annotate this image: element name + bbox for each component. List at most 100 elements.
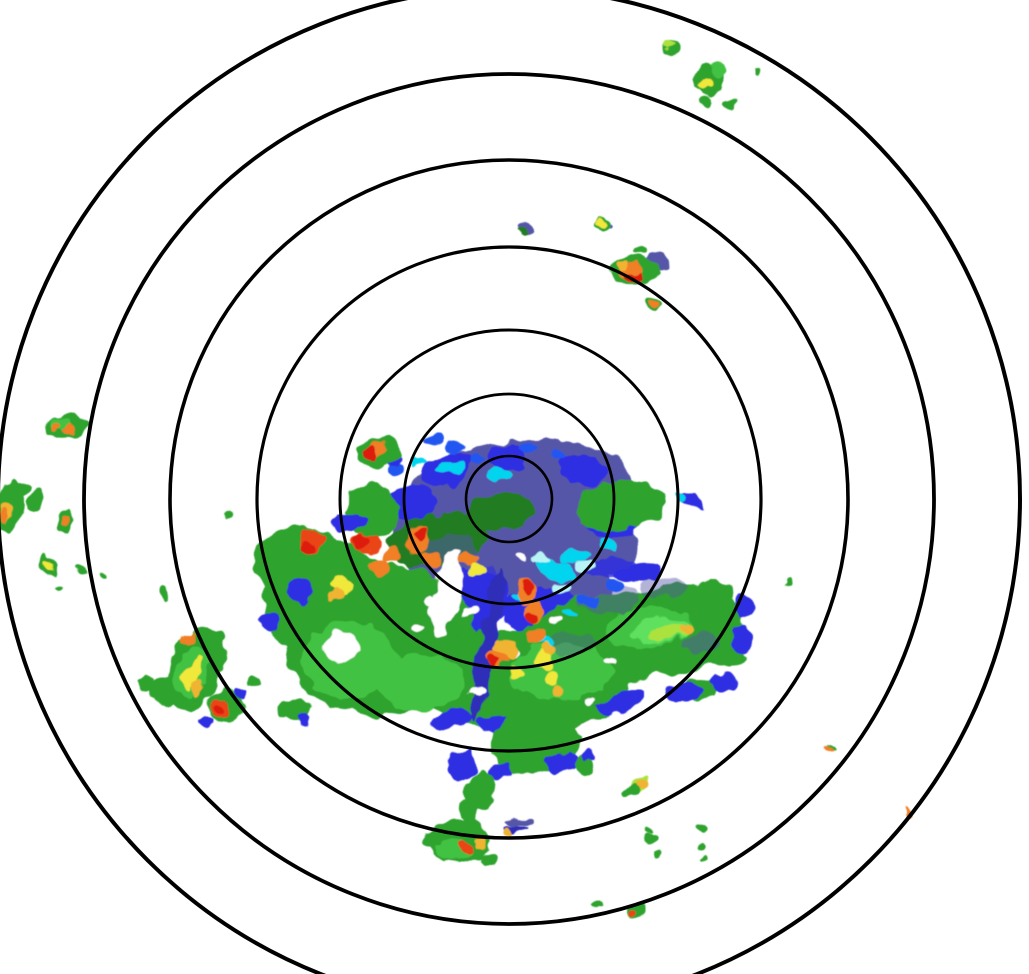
echo-blob (591, 900, 605, 910)
echo-blob (389, 464, 407, 476)
echo-blob (682, 632, 718, 654)
echo-blob (582, 752, 598, 762)
echo-blob (54, 584, 62, 590)
echo-blob (553, 450, 567, 460)
echo-blob (0, 512, 8, 522)
echo-blob (297, 712, 313, 724)
echo-blob (586, 698, 598, 706)
echo-blob (786, 579, 792, 585)
range-ring (168, 158, 850, 840)
echo-blob (328, 588, 344, 600)
echo-blob (731, 627, 753, 653)
echo-blob (580, 585, 640, 615)
echo-blob (367, 558, 389, 576)
echo-blob (543, 643, 555, 655)
echo-blob (464, 770, 496, 810)
echo-blob (535, 557, 575, 583)
echo-blob (461, 551, 479, 565)
echo-blob (596, 216, 608, 226)
range-ring (402, 392, 616, 606)
echo-blob (490, 658, 498, 666)
echo-blob (459, 841, 473, 853)
echo-blob (261, 610, 279, 630)
echo-blob (508, 644, 612, 700)
echo-blob (560, 550, 586, 564)
echo-blob (459, 799, 477, 825)
echo-blob (707, 674, 737, 690)
echo-blob (576, 722, 620, 736)
echo-blob (616, 562, 664, 582)
echo-blob (332, 514, 368, 530)
echo-blob (624, 783, 640, 795)
echo-blob (321, 631, 359, 661)
echo-blob (137, 677, 155, 691)
echo-blob (475, 840, 487, 850)
reflectivity-echo-layer (0, 41, 914, 919)
echo-blob (618, 262, 628, 270)
echo-blob (485, 467, 511, 481)
echo-blob (633, 245, 645, 255)
echo-blob (695, 579, 735, 605)
echo-blob (354, 536, 368, 548)
echo-blob (581, 595, 599, 605)
echo-blob (638, 780, 648, 788)
range-ring (255, 245, 763, 753)
echo-blob (376, 654, 464, 710)
echo-blob (467, 453, 485, 465)
range-ring (82, 72, 936, 926)
echo-blob (470, 546, 530, 574)
echo-blob (346, 484, 398, 540)
echo-blob (645, 833, 657, 843)
echo-blob (709, 63, 725, 77)
echo-blob (699, 94, 711, 106)
echo-blob (422, 831, 444, 847)
echo-blob (607, 580, 623, 590)
echo-blob (552, 687, 566, 699)
echo-blob (520, 229, 526, 233)
echo-blob (411, 621, 425, 631)
echo-blob (386, 484, 438, 522)
echo-blob (424, 435, 440, 445)
echo-blob (663, 41, 675, 51)
echo-blob (652, 853, 660, 859)
echo-blob (532, 555, 548, 565)
echo-blob (643, 825, 653, 833)
echo-blob (415, 529, 427, 539)
echo-blob (183, 632, 197, 644)
echo-blob (149, 676, 183, 706)
echo-blob (62, 516, 70, 526)
echo-blob (247, 677, 259, 687)
echo-blob (605, 658, 619, 666)
echo-blob (520, 443, 536, 453)
echo-blob (826, 747, 834, 753)
echo-blob (466, 492, 534, 532)
echo-blob (191, 681, 203, 697)
echo-blob (160, 588, 170, 602)
echo-blob (408, 734, 472, 754)
echo-blob (546, 751, 578, 773)
echo-blob (431, 548, 463, 636)
echo-blob (64, 423, 74, 435)
echo-blob (26, 490, 42, 510)
echo-blob (502, 817, 532, 827)
echo-blob (626, 909, 636, 917)
echo-blob (462, 607, 478, 617)
echo-blob (214, 705, 224, 713)
echo-blob (412, 458, 428, 466)
echo-blob (290, 578, 310, 602)
echo-blob (681, 624, 691, 632)
echo-blob (697, 822, 707, 830)
echo-blob (529, 628, 543, 646)
echo-blob (235, 686, 247, 696)
echo-blob (227, 512, 233, 518)
echo-blob (545, 671, 561, 687)
echo-blob (444, 440, 466, 454)
echo-blob (45, 561, 51, 571)
echo-blob (300, 540, 316, 554)
range-ring (464, 454, 554, 544)
echo-blob (51, 422, 61, 434)
